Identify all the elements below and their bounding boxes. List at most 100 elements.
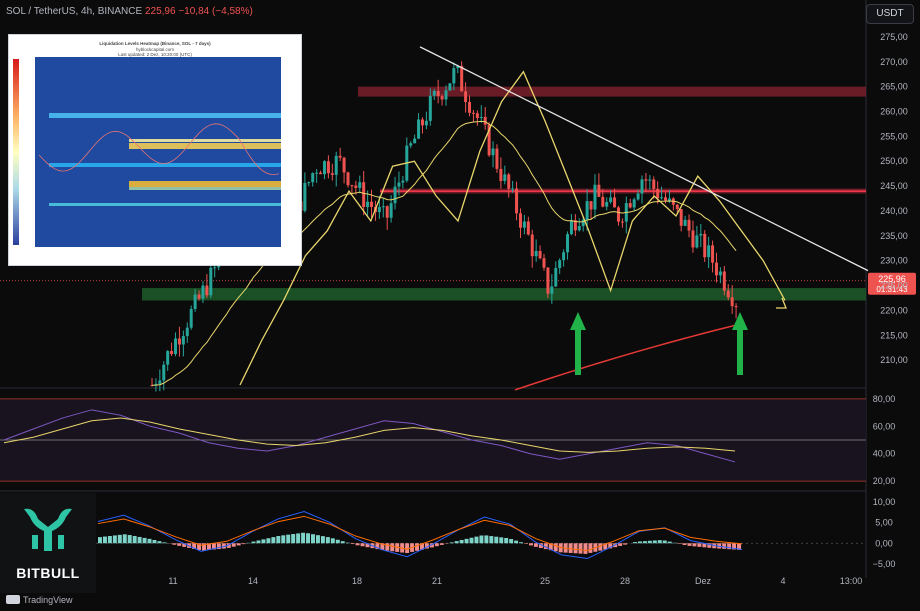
macd-histogram-bar [474, 536, 479, 544]
macd-histogram-bar [449, 542, 454, 544]
rsi-tick-label: 60,00 [873, 421, 896, 431]
macd-histogram-bar [633, 542, 637, 544]
y-tick-label: 235,00 [880, 231, 908, 241]
macd-histogram-bar [489, 536, 494, 544]
macd-histogram-bar [162, 542, 167, 544]
candle-body [436, 90, 440, 97]
macd-histogram-bar [722, 543, 727, 549]
candle-body [687, 219, 691, 231]
macd-histogram-bar [286, 534, 291, 544]
y-tick-label: 245,00 [880, 181, 908, 191]
macd-histogram-bar [122, 534, 127, 544]
macd-histogram-bar [311, 534, 315, 544]
candle-body [205, 285, 209, 296]
support-arrow [732, 312, 748, 375]
candle-body [675, 204, 679, 210]
candle-body [683, 219, 687, 226]
candle-body [601, 196, 605, 207]
candle-body [315, 172, 319, 174]
candle-countdown: 01:31:43 [876, 285, 908, 294]
macd-histogram-bar [147, 538, 152, 544]
candle-body [585, 201, 589, 220]
candle-body [483, 116, 487, 125]
candle-body [648, 179, 652, 181]
rsi-pane [0, 398, 866, 482]
x-tick-label: 4 [780, 576, 785, 586]
macd-histogram-bar [98, 537, 102, 544]
candle-body [573, 220, 577, 231]
candle-body [628, 203, 632, 208]
candle-body [499, 168, 503, 181]
inset-heatmap [13, 57, 281, 247]
macd-histogram-bar [132, 535, 137, 544]
candle-body [679, 209, 683, 226]
macd-histogram-bar [320, 536, 325, 544]
macd-histogram-bar [281, 535, 286, 544]
x-tick-label: 21 [432, 576, 442, 586]
candle-body [734, 306, 738, 308]
macd-histogram-bar [177, 543, 182, 546]
candle-body [409, 143, 413, 146]
symbol-legend: SOL / TetherUS, 4h, BINANCE 225,96 −10,8… [6, 6, 253, 17]
macd-histogram-bar [192, 543, 197, 549]
macd-histogram-bar [390, 543, 395, 552]
macd-histogram-bar [197, 543, 202, 550]
candle-body [158, 380, 162, 384]
candle-body [464, 91, 468, 103]
projection-path [239, 70, 786, 386]
candle-body [718, 271, 722, 276]
y-tick-label: 215,00 [880, 330, 908, 340]
candle-body [730, 297, 734, 307]
macd-histogram-bar [172, 543, 177, 545]
macd-histogram-bar [340, 541, 345, 544]
currency-button[interactable]: USDT [866, 4, 914, 24]
inset-band [129, 181, 281, 187]
y-tick-label: 250,00 [880, 156, 908, 166]
macd-histogram-bar [533, 543, 538, 547]
macd-histogram-bar [524, 543, 528, 544]
candle-body [487, 124, 491, 156]
support-zone [142, 288, 866, 301]
candle-body [491, 148, 495, 156]
candle-body [562, 252, 566, 261]
macd-histogram-bar [538, 543, 543, 548]
candle-body [691, 230, 695, 248]
macd-histogram-bar [256, 540, 261, 544]
candle-body [460, 66, 464, 92]
candle-body [518, 213, 522, 228]
candle-body [330, 173, 334, 175]
macd-histogram-bar [603, 543, 608, 550]
y-tick-label: 270,00 [880, 57, 908, 67]
candle-body [342, 157, 346, 173]
candle-body [162, 364, 166, 381]
descending-trendline [419, 46, 869, 272]
candle-body [189, 309, 193, 328]
candle-body [714, 262, 718, 276]
macd-histogram-bar [672, 542, 677, 544]
candle-body [354, 185, 358, 188]
candle-body [495, 148, 499, 169]
resistance-zone [358, 86, 866, 97]
macd-histogram-bar [548, 543, 553, 551]
candle-body [722, 271, 726, 291]
macd-histogram-bar [325, 537, 330, 544]
axes: 210,00215,00220,00225,00230,00235,00240,… [168, 32, 907, 586]
candle-body [515, 188, 519, 214]
macd-histogram-bar [434, 543, 439, 547]
macd-histogram-bar [315, 535, 320, 544]
candle-body [613, 197, 617, 208]
macd-histogram-bar [514, 540, 519, 544]
candle-body [326, 161, 330, 174]
candle-body [444, 90, 448, 100]
candle-body [154, 383, 158, 386]
candle-body [632, 199, 636, 208]
macd-histogram-bar [385, 543, 390, 551]
inset-heatmap-area [35, 57, 281, 247]
y-tick-label: 260,00 [880, 107, 908, 117]
macd-histogram-bar [568, 543, 573, 553]
candle-body [597, 184, 601, 197]
y-tick-label: 255,00 [880, 131, 908, 141]
candle-body [397, 182, 401, 187]
candle-body [667, 198, 671, 201]
